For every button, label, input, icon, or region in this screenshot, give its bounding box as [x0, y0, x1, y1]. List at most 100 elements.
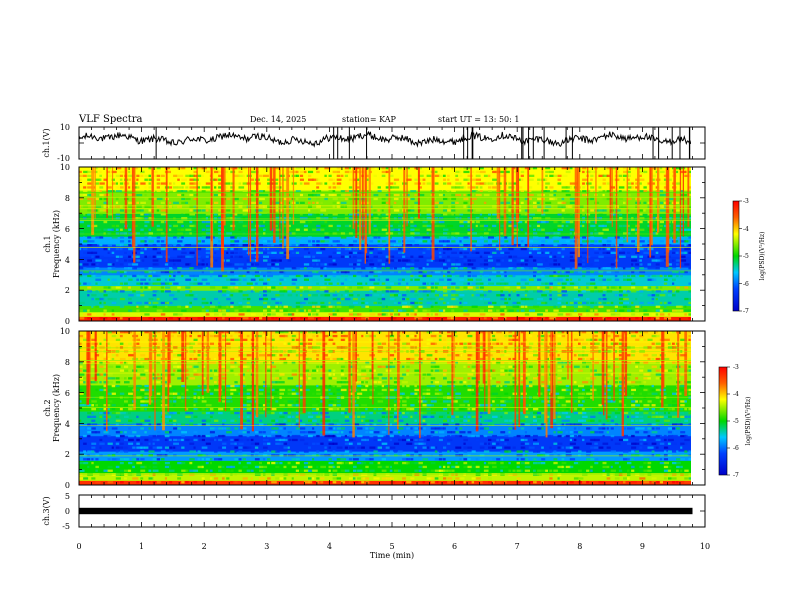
ch2-spec-cell — [340, 331, 346, 334]
ch1-spec-cell — [393, 182, 397, 185]
ch2-spec-cell — [128, 434, 135, 438]
ch2-spec-cell — [353, 423, 360, 426]
ch1-spec-cell — [312, 190, 315, 193]
ch1-spec-cell — [545, 309, 548, 312]
ch1-spec-cell — [83, 217, 87, 220]
ch1-spec-cell — [459, 240, 462, 243]
ch1-spec-cell — [275, 297, 280, 301]
ch1-spec-cell — [324, 294, 331, 297]
ch2-spec-cell — [128, 442, 134, 445]
ch1-spec-cell — [512, 213, 516, 216]
ch1-spec-cell — [295, 305, 301, 308]
ch1-spec-cell — [447, 224, 454, 228]
ch1-spec-cell — [197, 263, 203, 266]
ch1-spec-cell — [234, 255, 238, 258]
ch1-spec-cell — [443, 247, 449, 251]
ch2-spec-cell — [128, 392, 133, 395]
ch1-spec-cell — [410, 259, 414, 262]
ch2-spec-cell — [218, 438, 223, 442]
ch2-spec-cell — [357, 469, 363, 472]
ch1-spec-cell — [181, 167, 186, 170]
ch1-spec-cell — [631, 313, 636, 316]
ch1-spec-cell — [639, 267, 644, 270]
ch1-spec-cell — [295, 201, 299, 204]
ch2-spec-cell — [95, 388, 98, 392]
ch1-spec-cell — [680, 305, 683, 308]
ch2-spec-cell — [115, 365, 121, 368]
ch2-spec-cell — [79, 404, 85, 407]
ch1-spec-cell — [627, 309, 632, 312]
ch1-spec-ytick-2: 2 — [65, 286, 70, 295]
ch1-spec-cell — [308, 244, 314, 247]
ch2-spec-cell — [111, 331, 117, 334]
ch2-spec-cell — [189, 357, 193, 361]
ch1-spec-cell — [87, 290, 92, 293]
ch2-spec-cell — [230, 408, 234, 411]
ch2-spec-cell — [250, 477, 253, 480]
ch1-spec-cell — [443, 290, 448, 293]
ch2-spec-cell — [353, 454, 357, 457]
ch1-spec-cell — [680, 224, 685, 228]
ch1-spec-cell — [553, 270, 556, 274]
ch1-spec-cell — [336, 167, 342, 170]
ch1-spec-cell — [414, 201, 420, 204]
ch2-spec-cell — [124, 458, 130, 461]
ch2-spec-cell — [336, 427, 341, 430]
ch1-spec-cell — [222, 247, 228, 251]
ch1-spec-cell — [471, 220, 475, 224]
ch1-spec-cell — [181, 247, 186, 251]
ch1-spec-cell — [438, 174, 445, 177]
ch1-spec-cell — [140, 240, 146, 243]
ch1-spec-cell — [393, 301, 397, 305]
ch1-spec-cell — [107, 278, 110, 281]
ch2-spec-cell — [324, 331, 327, 334]
ch1-spec-cell — [156, 274, 161, 278]
ch1-spec-cell — [385, 313, 389, 316]
ch2-spec-cell — [164, 419, 169, 422]
ch2-spec-cell — [185, 481, 189, 484]
ch1-spec-cell — [594, 263, 600, 266]
ch1-spec-cell — [606, 297, 610, 301]
ch1-spec-cell — [250, 190, 257, 193]
ch2-spec-cell — [148, 446, 153, 449]
ch1-spec-cell — [398, 224, 401, 228]
ch2-spec-cell — [197, 334, 201, 338]
ch1-spec-cell — [398, 232, 401, 235]
ch2-spec-cell — [148, 469, 152, 472]
ch2-spec-cell — [128, 384, 133, 388]
ch2-spec-cell — [222, 400, 226, 403]
ch2-spec-cell — [136, 331, 141, 334]
ch2-spec-cell — [181, 446, 185, 449]
ch2-spec-cell — [177, 477, 182, 480]
ch1-spec-cell — [676, 193, 682, 197]
ch1-spec-cell — [426, 228, 433, 231]
ch1-spec-cell — [242, 167, 248, 170]
ch1-spec-cell — [516, 301, 521, 305]
ch1-spec-cell — [83, 313, 88, 316]
ch2-spec-cell — [95, 354, 100, 357]
ch1-spec-cell — [488, 301, 492, 305]
ch1-spec-cell — [447, 286, 451, 289]
ch1-spec-cell — [95, 270, 102, 274]
ch1-spec-cell — [320, 182, 323, 185]
ch1-spec-cell — [308, 193, 314, 197]
ch1-spec-cell — [115, 244, 121, 247]
ch1-spec-cell — [115, 217, 121, 220]
ch1-spec-cell — [426, 301, 432, 305]
ch1-spec-cell — [586, 220, 591, 224]
ch2-spec-cell — [177, 446, 181, 449]
ch1-spec-cell — [385, 309, 390, 312]
ch1-spec-cell — [561, 186, 568, 189]
ch2-spec-cell — [246, 392, 250, 395]
ch1-spec-cell — [385, 217, 390, 220]
ch2-spec-cell — [87, 434, 91, 438]
ch1-spec-cell — [655, 251, 659, 254]
ch1-spec-cell — [610, 301, 614, 305]
ch1-spec-cell — [545, 186, 548, 189]
ch1-spec-cell — [140, 170, 145, 174]
ch1-spec-cell — [369, 236, 373, 239]
ch1-spec-cell — [160, 182, 167, 185]
ch1-spec-cell — [651, 224, 656, 228]
ch2-spec-cell — [152, 469, 159, 472]
ch2-spec-cell — [222, 427, 228, 430]
